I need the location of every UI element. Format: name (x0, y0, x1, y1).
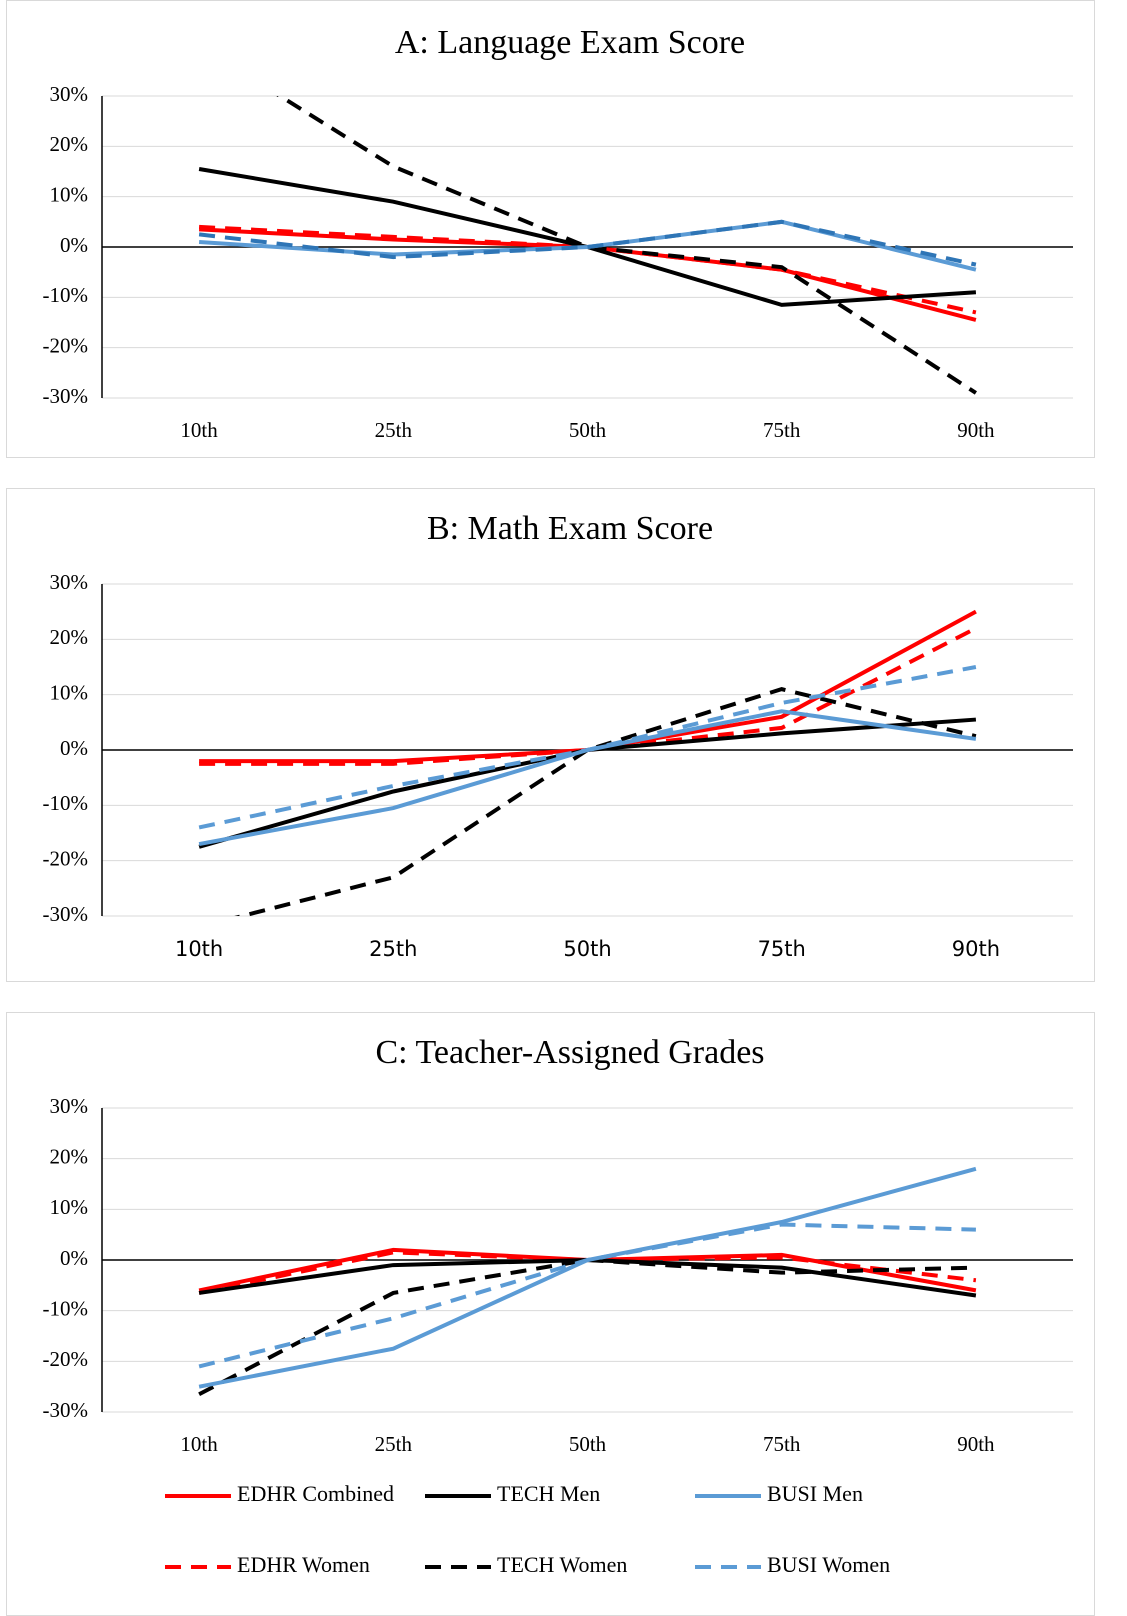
x-tick-label: 10th (180, 1432, 218, 1456)
y-tick-label: 10% (50, 1195, 89, 1219)
series-line (198, 709, 977, 847)
y-tick-label: -30% (43, 384, 89, 408)
x-tick-label: 25th (369, 937, 417, 961)
x-tick-label: 75th (763, 1432, 801, 1456)
series-line (276, 96, 977, 395)
x-tick-label: 50th (569, 1432, 607, 1456)
x-tick-label: 50th (563, 937, 611, 961)
x-tick-label: 10th (180, 418, 218, 442)
y-tick-label: 0% (60, 1246, 88, 1270)
y-tick-label: -30% (43, 1398, 89, 1422)
x-tick-label: 90th (957, 418, 995, 442)
legend-label: BUSI Men (767, 1481, 863, 1506)
chart-title: B: Math Exam Score (427, 510, 713, 547)
legend-label: BUSI Women (767, 1552, 890, 1577)
y-tick-label: 30% (50, 82, 89, 106)
y-tick-label: 10% (50, 182, 89, 206)
y-tick-label: -10% (43, 283, 89, 307)
y-tick-label: 0% (60, 233, 88, 257)
series-line (198, 1222, 976, 1369)
y-tick-label: 30% (50, 570, 89, 594)
series-line (234, 687, 977, 916)
x-tick-label: 25th (375, 418, 413, 442)
series-line (199, 626, 977, 766)
x-tick-label: 10th (175, 937, 223, 961)
y-tick-label: 20% (50, 1144, 89, 1168)
x-tick-label: 75th (758, 937, 806, 961)
legend-label: EDHR Combined (237, 1481, 394, 1506)
y-tick-label: -30% (43, 902, 89, 926)
y-tick-label: -20% (43, 333, 89, 357)
y-tick-label: 30% (50, 1094, 89, 1118)
y-tick-label: -20% (43, 1347, 89, 1371)
y-tick-label: 0% (60, 736, 88, 760)
chart-title: C: Teacher-Assigned Grades (375, 1034, 764, 1071)
panel-frame (6, 0, 1095, 458)
legend-label: EDHR Women (237, 1552, 370, 1577)
series-line (198, 717, 977, 849)
x-tick-label: 50th (569, 418, 607, 442)
series-line (198, 224, 977, 315)
x-tick-label: 90th (957, 1432, 995, 1456)
legend-label: TECH Women (497, 1552, 627, 1577)
y-tick-label: 20% (50, 132, 89, 156)
panel-frame (6, 1012, 1095, 1616)
y-tick-label: 20% (50, 625, 89, 649)
x-tick-label: 25th (375, 1432, 413, 1456)
y-tick-label: 10% (50, 680, 89, 704)
y-tick-label: -20% (43, 846, 89, 870)
series-line (198, 665, 977, 830)
series-line (198, 219, 977, 267)
chart-title: A: Language Exam Score (395, 24, 745, 61)
legend-label: TECH Men (497, 1481, 600, 1506)
x-tick-label: 90th (952, 937, 1000, 961)
y-tick-label: -10% (43, 1296, 89, 1320)
series-line (199, 609, 977, 764)
x-tick-label: 75th (763, 418, 801, 442)
y-tick-label: -10% (43, 791, 89, 815)
panel-frame (6, 488, 1095, 982)
